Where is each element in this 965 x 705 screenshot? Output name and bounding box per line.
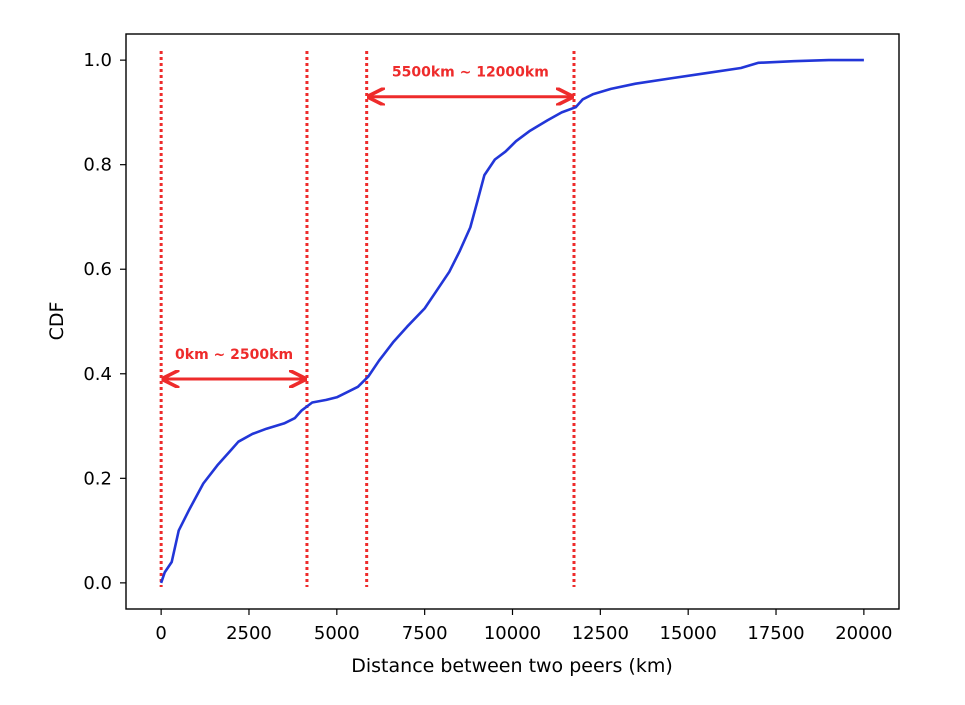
y-tick-label: 0.0 <box>83 573 112 594</box>
x-tick-label: 12500 <box>572 623 629 644</box>
vertical-reference-lines <box>159 51 576 587</box>
range-annotations: 0km ~ 2500km 5500km ~ 12000km <box>163 65 572 379</box>
y-tick-label: 0.6 <box>83 259 112 280</box>
y-axis-label: CDF <box>46 302 68 341</box>
range-label: 0km ~ 2500km <box>175 347 293 363</box>
x-axis-label: Distance between two peers (km) <box>351 655 673 677</box>
x-tick-label: 2500 <box>226 623 272 644</box>
x-tick-label: 17500 <box>747 623 804 644</box>
y-tick-label: 0.4 <box>83 364 112 385</box>
y-axis: 0.0 0.2 0.4 0.6 0.8 1.0 <box>83 50 126 594</box>
x-tick-label: 20000 <box>835 623 892 644</box>
range-label: 5500km ~ 12000km <box>392 65 549 81</box>
cdf-series-line <box>159 58 864 584</box>
y-tick-label: 1.0 <box>83 50 112 71</box>
y-tick-label: 0.8 <box>83 155 112 176</box>
series-layer <box>159 58 864 584</box>
x-tick-label: 0 <box>155 623 166 644</box>
x-tick-label: 7500 <box>402 623 448 644</box>
y-tick-label: 0.2 <box>83 468 112 489</box>
x-tick-label: 5000 <box>314 623 360 644</box>
x-axis: 0 2500 5000 7500 10000 12500 15000 17500 20000 <box>155 609 892 644</box>
plot-frame <box>125 33 900 610</box>
x-tick-label: 10000 <box>484 623 541 644</box>
x-tick-label: 15000 <box>660 623 717 644</box>
